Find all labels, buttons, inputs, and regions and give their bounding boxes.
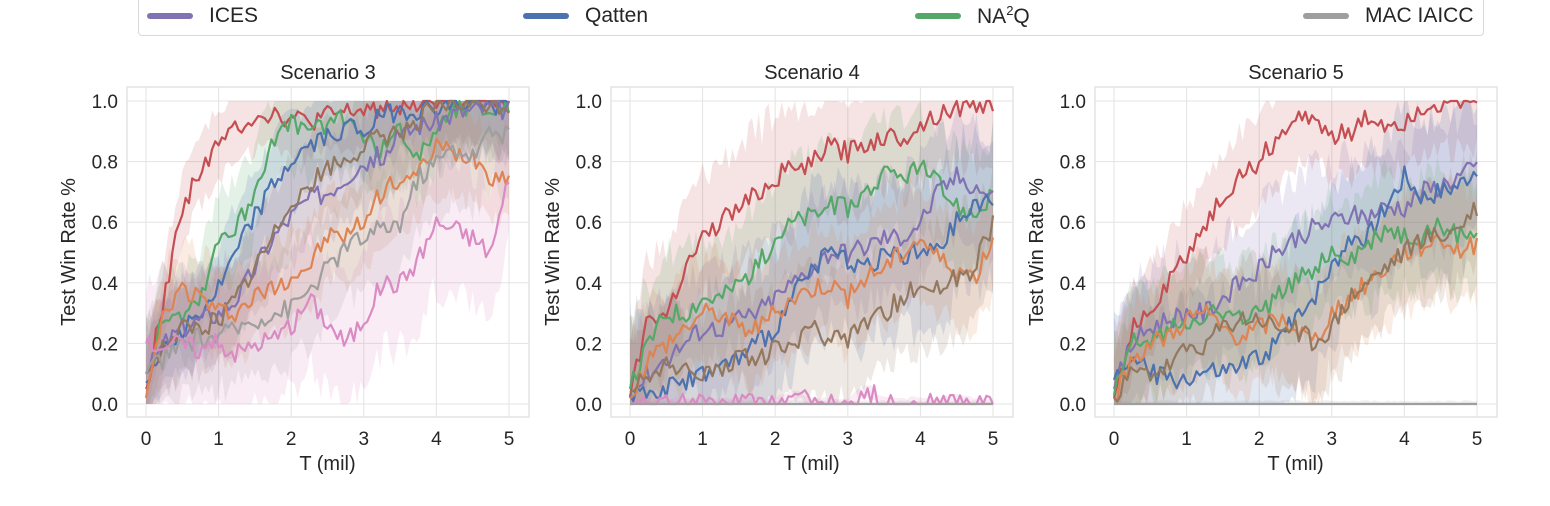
x-tick-label: 5 (1472, 429, 1483, 450)
x-tick-label: 5 (988, 429, 999, 450)
legend-label-na2q: NA2Q (977, 3, 1030, 29)
x-axis-label: T (mil) (299, 453, 355, 475)
panel-title: Scenario 5 (1248, 62, 1344, 84)
series-band-brown (630, 165, 993, 404)
x-tick-label: 1 (1181, 429, 1192, 450)
series-band-orange (630, 177, 993, 404)
y-tick-label: 0.6 (576, 213, 602, 234)
legend-label-na2q-suffix: Q (1013, 5, 1030, 28)
series-band-purple (146, 101, 509, 404)
x-tick-label: 4 (915, 429, 926, 450)
y-tick-label: 0.4 (1060, 274, 1087, 295)
plot-frame (610, 86, 1014, 418)
y-tick-label: 0.0 (1060, 395, 1086, 416)
x-tick-label: 0 (1109, 429, 1120, 450)
x-tick-label: 2 (1254, 429, 1265, 450)
series-band-purple (630, 107, 993, 404)
series-band-red (146, 101, 509, 404)
legend-item-ices: ICES (147, 0, 258, 37)
x-tick-label: 3 (1327, 429, 1338, 450)
series-line-green (1112, 217, 1478, 396)
legend-swatch-ices (147, 13, 193, 19)
legend-label-qatten: Qatten (585, 4, 649, 27)
series-band-green (1114, 157, 1477, 404)
y-tick-label: 0.8 (92, 153, 118, 174)
panel-3: 0 1 2 3 4 5 0.0 0.2 0.4 0.6 0.8 1.0 Scenario 5 T (mil… (1026, 62, 1498, 475)
series-band-blue (1114, 101, 1477, 404)
plot-frame (1094, 86, 1498, 418)
y-tick-label: 0.0 (92, 395, 118, 416)
series-line-green (145, 99, 511, 375)
series-band-red (1114, 101, 1477, 404)
legend-item-mac-iaicc: MAC IAICC (1303, 0, 1474, 37)
series-band-blue (630, 113, 993, 404)
plot-frame (126, 86, 530, 418)
series-band-pink (630, 385, 993, 404)
x-tick-label: 1 (697, 429, 708, 450)
x-tick-label: 1 (213, 429, 224, 450)
legend: ICES Qatten NA2Q MAC IAICC (138, 0, 1484, 36)
series-line-red (1112, 99, 1478, 399)
x-tick-label: 2 (286, 429, 297, 450)
y-tick-label: 0.2 (576, 334, 602, 355)
y-axis-label: Test Win Rate % (542, 178, 564, 326)
series-line-pink (144, 181, 510, 363)
legend-swatch-qatten (523, 13, 569, 19)
y-tick-label: 0.6 (1060, 213, 1086, 234)
x-tick-label: 0 (625, 429, 636, 450)
x-tick-label: 2 (770, 429, 781, 450)
series-line-red (628, 99, 995, 399)
panel-title: Scenario 4 (764, 62, 860, 84)
series-line-brown (1113, 201, 1479, 403)
series-line-green (628, 159, 994, 390)
y-axis-label: Test Win Rate % (1026, 178, 1048, 326)
y-tick-label: 0.4 (576, 274, 603, 295)
y-tick-label: 0.8 (1060, 153, 1086, 174)
y-axis-label: Test Win Rate % (58, 178, 80, 326)
y-tick-label: 0.2 (92, 334, 118, 355)
legend-label-mac-iaicc: MAC IAICC (1365, 4, 1474, 27)
y-tick-label: 1.0 (1060, 92, 1086, 113)
x-axis-label: T (mil) (783, 453, 839, 475)
y-tick-label: 0.8 (576, 153, 602, 174)
x-tick-label: 0 (141, 429, 152, 450)
series-line-blue (1112, 165, 1478, 390)
series-line-brown (629, 215, 995, 393)
series-line-orange (144, 137, 511, 399)
series-line-gray (144, 125, 510, 375)
y-tick-label: 1.0 (576, 92, 602, 113)
y-tick-label: 1.0 (92, 92, 118, 113)
series-line-brown (145, 99, 510, 375)
panel-title: Scenario 3 (280, 62, 376, 84)
series-line-blue (629, 193, 994, 403)
panel-1: 0 1 2 3 4 5 0.0 0.2 0.4 0.6 0.8 1.0 Scenario 3 T (mil… (58, 62, 530, 475)
legend-label-ices: ICES (209, 4, 259, 27)
legend-item-qatten: Qatten (523, 0, 648, 37)
legend-item-na2q: NA2Q (915, 0, 1030, 37)
series-line-purple (145, 99, 510, 375)
series-band-purple (1114, 101, 1477, 404)
legend-swatch-mac-iaicc (1303, 13, 1349, 19)
panel-2: 0 1 2 3 4 5 0.0 0.2 0.4 0.6 0.8 1.0 Scenario 4 T (mil… (542, 62, 1014, 475)
legend-swatch-na2q (915, 13, 961, 19)
x-tick-label: 5 (504, 429, 515, 450)
x-axis-label: T (mil) (1267, 453, 1323, 475)
series-line-orange (629, 237, 995, 399)
y-tick-label: 0.2 (1060, 334, 1086, 355)
legend-label-na2q-base: NA (977, 5, 1007, 28)
y-tick-label: 0.6 (92, 213, 118, 234)
legend-label-na2q-sup: 2 (1006, 3, 1014, 18)
series-band-brown (146, 101, 509, 404)
x-tick-label: 4 (1399, 429, 1410, 450)
y-tick-label: 0.4 (92, 274, 119, 295)
x-tick-label: 3 (359, 429, 370, 450)
y-tick-label: 0.0 (576, 395, 602, 416)
series-line-purple (629, 166, 994, 402)
x-tick-label: 4 (431, 429, 442, 450)
x-tick-label: 3 (843, 429, 854, 450)
